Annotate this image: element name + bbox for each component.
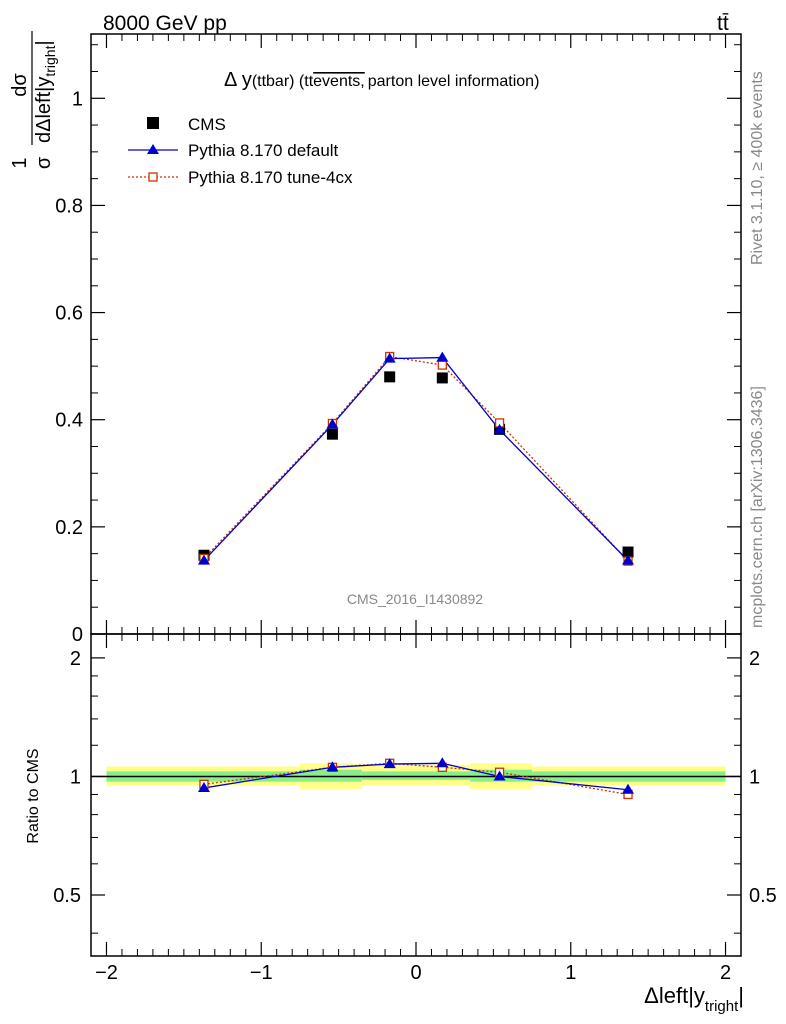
x-axis-label-end: | <box>738 983 744 1008</box>
header-process: tt̄ <box>717 12 729 35</box>
top-ytick-label: 0.6 <box>55 303 83 325</box>
header-energy: 8000 GeV pp <box>103 12 227 35</box>
xtick-label: 1 <box>565 962 576 984</box>
top-ylabel-denominator-main: dΔleft|y <box>33 77 55 143</box>
legend-tune-marker <box>148 172 158 182</box>
xtick-label: 2 <box>720 962 731 984</box>
cms-data-point <box>436 372 448 384</box>
xtick-label: −2 <box>95 962 118 984</box>
ratio-default-point <box>622 783 635 794</box>
ratio-default-point <box>326 761 339 772</box>
ratio-panel-frame <box>90 633 742 957</box>
default-data-point <box>197 554 210 565</box>
ratio-default-point <box>436 757 449 768</box>
ratio-band-inner <box>416 771 471 780</box>
xtick-label: −1 <box>250 962 273 984</box>
ratio-default-line <box>203 762 629 791</box>
x-axis-label-sub: tright <box>705 998 739 1015</box>
plot-title-overline: events, <box>313 73 365 90</box>
top-ytick-label: 0 <box>72 624 83 646</box>
cms-data-point <box>622 546 634 558</box>
legend: CMS Pythia 8.170 default Pythia 8.170 tu… <box>128 115 353 187</box>
top-ylabel-one: 1 <box>9 157 31 168</box>
top-ytick-label: 1 <box>72 88 83 110</box>
top-ytick-label: 0.2 <box>55 517 83 539</box>
top-ytick-label: 0.4 <box>55 410 83 432</box>
legend-default-marker <box>147 144 159 154</box>
ratio-band-inner <box>361 771 416 780</box>
rivet-label: Rivet 3.1.10, ≥ 400k events <box>749 71 766 265</box>
top-ylabel-denominator-sub: tright <box>42 45 58 76</box>
analysis-watermark: CMS_2016_I1430892 <box>347 591 483 607</box>
x-axis-label-main: Δleft|y <box>644 983 705 1008</box>
tune-series-line <box>203 355 629 562</box>
top-ylabel-sigma: σ <box>33 156 55 169</box>
xtick-label: 0 <box>410 962 421 984</box>
default-data-point <box>326 418 339 429</box>
default-data-point <box>622 554 635 565</box>
ratio-ytick-label: 0.5 <box>53 885 81 907</box>
cms-data-point <box>326 428 338 440</box>
top-ytick-label: 0.8 <box>55 195 83 217</box>
top-ylabel-denominator: dΔleft|ytright| <box>33 40 58 143</box>
legend-cms-label: CMS <box>188 115 226 134</box>
chart-marks: 0 0.2 0.4 0.6 0.8 1 0.5 0.5 1 1 2 2 −2 −1 0 1 2 <box>53 34 777 984</box>
cms-data-point <box>384 371 396 383</box>
ratio-ytick-label-right: 0.5 <box>749 885 777 907</box>
ratio-default-point <box>197 781 210 792</box>
ratio-ytick-label: 1 <box>70 766 81 788</box>
plot-title: Δ y(ttbar) (ttevents, parton level inform… <box>224 69 539 91</box>
ratio-ytick-label-right: 2 <box>749 648 760 670</box>
plot-title-main: (ttbar) (tt <box>252 73 314 90</box>
default-data-point <box>436 351 449 362</box>
ratio-ytick-label-right: 1 <box>749 766 760 788</box>
top-ylabel-numerator: dσ <box>9 73 31 97</box>
plot-title-prefix: Δ y <box>224 69 252 91</box>
x-axis-label: Δleft|ytright| <box>644 983 744 1015</box>
top-ylabel-denominator-end: | <box>33 40 55 45</box>
ratio-default-point <box>383 758 396 769</box>
default-series-line <box>203 356 629 562</box>
legend-cms-marker <box>147 117 159 129</box>
legend-tune-label: Pythia 8.170 tune-4cx <box>188 168 353 187</box>
default-data-point <box>383 352 396 363</box>
plot-title-suffix: parton level information) <box>368 73 540 90</box>
mcplots-label: mcplots.cern.ch [arXiv:1306.3436] <box>749 386 766 628</box>
legend-default-label: Pythia 8.170 default <box>188 141 339 160</box>
tune-data-point <box>437 360 447 370</box>
default-data-point <box>493 423 506 434</box>
ratio-default-point <box>493 770 506 781</box>
ratio-ylabel: Ratio to CMS <box>25 748 42 843</box>
ratio-ytick-label: 2 <box>70 648 81 670</box>
ratio-tune-line <box>203 762 629 796</box>
top-ylabel: 1 σ dσ dΔleft|ytright| <box>9 31 58 169</box>
